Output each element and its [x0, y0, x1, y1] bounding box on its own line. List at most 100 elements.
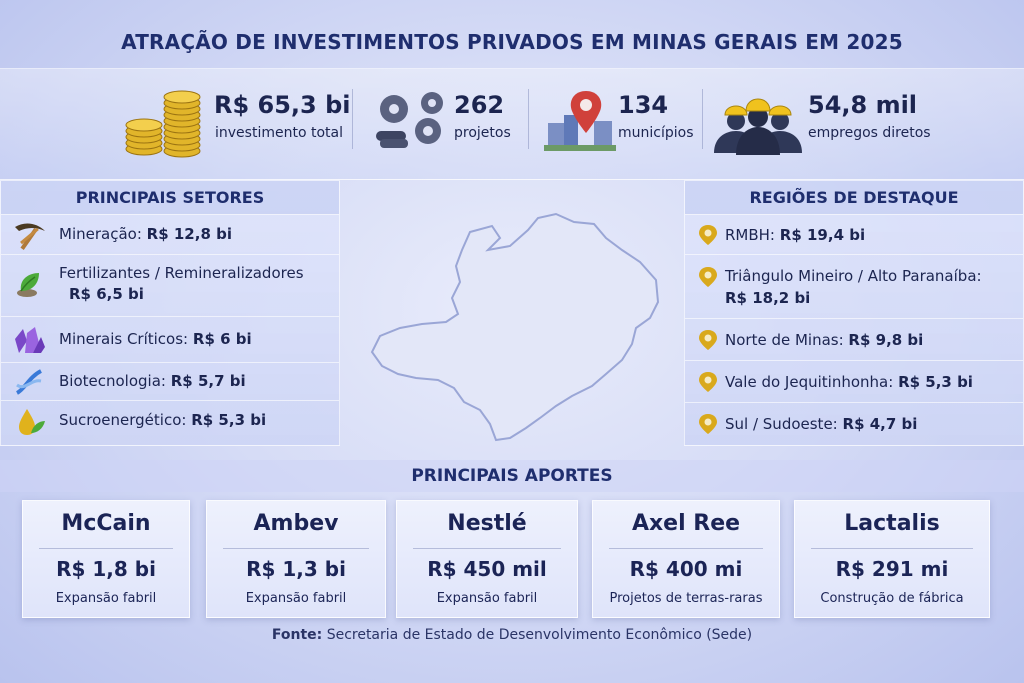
aporte-description: Construção de fábrica — [820, 591, 964, 606]
aporte-card: Lactalis R$ 291 mi Construção de fábrica — [794, 500, 990, 618]
location-pin-icon — [699, 372, 717, 392]
aporte-card: Axel Ree R$ 400 mi Projetos de terras-ra… — [592, 500, 780, 618]
sector-name: Fertilizantes / Remineralizadores — [59, 264, 304, 282]
sectors-heading: PRINCIPAIS SETORES — [1, 181, 339, 215]
region-value: R$ 19,4 bi — [779, 226, 866, 244]
kpi-projects-label: projetos — [454, 125, 511, 141]
source-note: Fonte: Secretaria de Estado de Desenvolv… — [0, 627, 1024, 643]
aporte-amount: R$ 400 mi — [629, 557, 743, 581]
leaf-icon — [17, 273, 39, 297]
region-value: R$ 9,8 bi — [848, 331, 924, 349]
region-name: Triângulo Mineiro / Alto Paranaíba: — [725, 267, 982, 285]
sector-row: Biotecnologia: R$ 5,7 bi — [1, 363, 339, 401]
aporte-company: Nestlé — [447, 511, 527, 536]
divider — [811, 548, 973, 549]
region-label: Norte de Minas: R$ 9,8 bi — [725, 331, 923, 349]
sector-label: Minerais Críticos: R$ 6 bi — [59, 330, 252, 348]
sector-row: Sucroenergético: R$ 5,3 bi — [1, 401, 339, 443]
aporte-description: Expansão fabril — [245, 591, 347, 606]
sector-label: Sucroenergético: R$ 5,3 bi — [59, 411, 266, 429]
aporte-amount: R$ 450 mil — [427, 557, 547, 581]
regions-panel: REGIÕES DE DESTAQUE RMBH: R$ 19,4 bi Tri… — [684, 180, 1024, 446]
aporte-card: Nestlé R$ 450 mil Expansão fabril — [396, 500, 578, 618]
kpi-projects-value: 262 — [454, 91, 505, 119]
kpi-jobs-label: empregos diretos — [808, 125, 931, 141]
sector-value: R$ 6 bi — [192, 330, 252, 348]
region-name: Vale do Jequitinhonha: — [725, 373, 894, 391]
sector-label: Biotecnologia: R$ 5,7 bi — [59, 372, 246, 390]
source-text: Secretaria de Estado de Desenvolvimento … — [326, 627, 753, 643]
region-label: Vale do Jequitinhonha: R$ 5,3 bi — [725, 373, 973, 391]
kpi-investment-label: investimento total — [215, 125, 343, 141]
aporte-description: Expansão fabril — [436, 591, 538, 606]
aportes-heading: PRINCIPAIS APORTES — [0, 460, 1024, 492]
kpi-strip: R$ 65,3 bi investimento total 262 projet… — [0, 68, 1024, 180]
kpi-jobs-value: 54,8 mil — [808, 91, 918, 119]
region-value: R$ 18,2 bi — [725, 289, 811, 307]
city-pin-icon — [544, 91, 616, 151]
location-pin-icon — [699, 414, 717, 434]
aporte-company: Ambev — [253, 511, 339, 536]
location-pin-icon — [699, 330, 717, 350]
dna-icon — [15, 369, 42, 395]
sector-row: Mineração: R$ 12,8 bi — [1, 215, 339, 255]
aporte-amount: R$ 1,3 bi — [246, 557, 346, 581]
kpi-municipalities-label: municípios — [618, 125, 694, 141]
pickaxe-icon — [15, 223, 45, 250]
sector-name: Biotecnologia: — [59, 372, 166, 390]
minas-gerais-map — [370, 212, 660, 442]
coins-icon — [125, 90, 201, 158]
kpi-municipalities: 134 municípios — [542, 87, 702, 167]
kpi-jobs: 54,8 mil empregos diretos — [712, 87, 952, 167]
divider — [702, 89, 703, 149]
sector-label: Mineração: R$ 12,8 bi — [59, 225, 232, 243]
divider — [223, 548, 369, 549]
region-value: R$ 5,3 bi — [898, 373, 973, 391]
sector-name: Minerais Críticos: — [59, 330, 189, 348]
aporte-card: McCain R$ 1,8 bi Expansão fabril — [22, 500, 190, 618]
region-row: Vale do Jequitinhonha: R$ 5,3 bi — [685, 361, 1023, 403]
sector-name: Mineração: — [59, 225, 142, 243]
crystal-icon — [15, 327, 45, 353]
divider — [352, 89, 353, 149]
drop-leaf-icon — [19, 409, 45, 435]
sector-value: R$ 5,3 bi — [191, 411, 267, 429]
aporte-company: McCain — [61, 511, 151, 536]
sector-name: Sucroenergético: — [59, 411, 187, 429]
sector-value: R$ 6,5 bi — [69, 285, 144, 303]
regions-heading: REGIÕES DE DESTAQUE — [685, 181, 1023, 215]
divider — [39, 548, 173, 549]
aporte-amount: R$ 291 mi — [835, 557, 949, 581]
aporte-description: Projetos de terras-raras — [609, 591, 763, 606]
region-name: RMBH: — [725, 226, 775, 244]
divider — [413, 548, 561, 549]
location-pin-icon — [699, 267, 717, 287]
region-value: R$ 4,7 bi — [842, 415, 918, 433]
kpi-projects: 262 projetos — [372, 87, 522, 167]
sector-value: R$ 12,8 bi — [146, 225, 232, 243]
region-label: Triângulo Mineiro / Alto Paranaíba: R$ 1… — [725, 265, 982, 309]
sector-label: Fertilizantes / Remineralizadores R$ 6,5… — [59, 263, 304, 305]
region-name: Sul / Sudoeste: — [725, 415, 838, 433]
region-label: RMBH: R$ 19,4 bi — [725, 226, 865, 244]
region-label: Sul / Sudoeste: R$ 4,7 bi — [725, 415, 917, 433]
region-row: Triângulo Mineiro / Alto Paranaíba: R$ 1… — [685, 255, 1023, 319]
location-pin-icon — [699, 225, 717, 245]
divider — [609, 548, 763, 549]
aporte-description: Expansão fabril — [55, 591, 157, 606]
region-row: Sul / Sudoeste: R$ 4,7 bi — [685, 403, 1023, 445]
region-row: Norte de Minas: R$ 9,8 bi — [685, 319, 1023, 361]
aporte-card: Ambev R$ 1,3 bi Expansão fabril — [206, 500, 386, 618]
aporte-company: Axel Ree — [631, 511, 741, 536]
sector-value: R$ 5,7 bi — [170, 372, 246, 390]
gears-icon — [376, 92, 443, 148]
kpi-municipalities-value: 134 — [618, 91, 669, 119]
aporte-amount: R$ 1,8 bi — [56, 557, 156, 581]
sector-row: Minerais Críticos: R$ 6 bi — [1, 317, 339, 363]
workers-icon — [714, 98, 802, 155]
sectors-panel: PRINCIPAIS SETORES Mineração: R$ 12,8 bi… — [0, 180, 340, 446]
region-name: Norte de Minas: — [725, 331, 844, 349]
kpi-investment-value: R$ 65,3 bi — [214, 91, 351, 119]
aporte-company: Lactalis — [844, 511, 940, 536]
region-row: RMBH: R$ 19,4 bi — [685, 215, 1023, 255]
